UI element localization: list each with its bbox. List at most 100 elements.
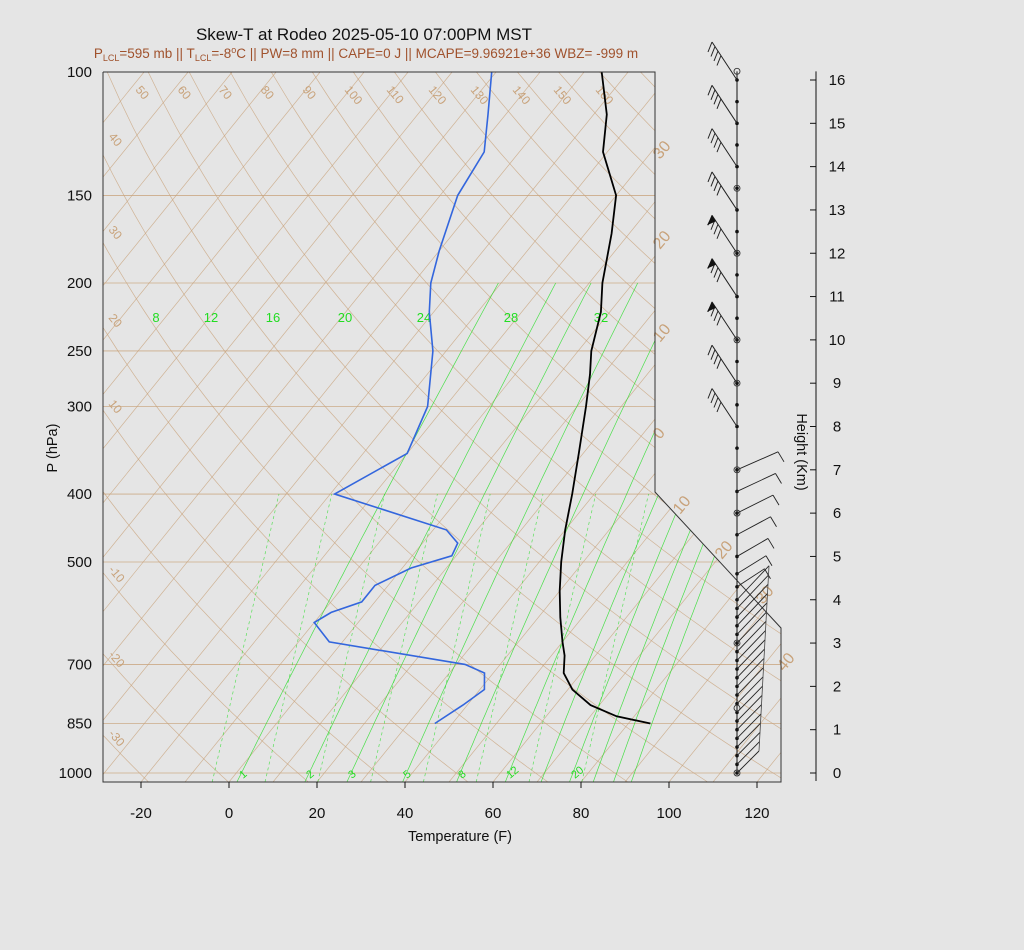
height-tick-label: 3	[833, 635, 841, 652]
height-tick-label: 9	[833, 375, 841, 392]
mixing-ratio-line	[628, 282, 781, 782]
x-tick-label: 60	[485, 805, 502, 822]
wind-barb-feather	[713, 267, 719, 278]
wind-barb-feather	[713, 310, 719, 322]
wind-barb-feather	[710, 349, 716, 360]
isotherm-right-label: 10	[670, 493, 695, 518]
dry-adiabat	[103, 72, 476, 782]
wind-dot	[735, 273, 739, 277]
height-tick-label: 6	[833, 505, 841, 522]
isotherm-line	[103, 72, 409, 782]
isotherm-right-label: 0	[650, 425, 669, 443]
p-tick-label: 100	[67, 64, 92, 81]
isotherm-line	[103, 72, 673, 782]
wind-barb-feather	[713, 354, 719, 365]
isotherm-label: 110	[384, 83, 407, 107]
wind-barb-shaft	[736, 538, 769, 557]
theta-label: -30	[106, 727, 128, 750]
wind-barb-feather	[707, 171, 713, 183]
isotherm-line	[103, 72, 497, 782]
mixing-ratio-line	[590, 282, 781, 782]
dry-adiabat	[103, 72, 155, 782]
dry-adiabat	[681, 72, 781, 782]
wind-barb-shaft	[736, 713, 762, 739]
mixing-ratio-line	[233, 282, 499, 782]
isotherm-label: 100	[342, 83, 366, 108]
cape-value: 0 J	[383, 46, 401, 61]
mixing-ratio-line	[301, 282, 557, 782]
isotherm-right-label: 20	[712, 538, 737, 563]
isotherm-line	[184, 72, 761, 782]
dry-adiabat	[103, 72, 637, 782]
wind-barb-feather	[770, 516, 777, 528]
dry-adiabat	[103, 72, 717, 782]
isotherm-line	[845, 72, 1024, 782]
isotherm-label: 90	[300, 83, 320, 102]
mixing-ratio-label: 8	[456, 768, 468, 781]
isotherm-line	[977, 72, 1024, 782]
wind-ring-marker	[733, 509, 741, 517]
isotherm-line	[103, 72, 189, 782]
wind-ring-marker	[733, 336, 741, 344]
moist-adiabat	[210, 493, 280, 782]
dry-adiabat	[435, 72, 781, 782]
wind-dot	[735, 99, 739, 104]
wind-barb-feather	[713, 50, 719, 62]
wind-barb-feather	[713, 397, 719, 408]
background-lines	[103, 72, 1024, 782]
x-tick-label: 0	[225, 805, 233, 822]
dry-adiabat	[312, 72, 781, 782]
wind-ring-marker	[733, 466, 741, 474]
mixing-ratio-line	[566, 282, 777, 782]
wind-barb-feather	[716, 315, 722, 326]
p-tick-label: 850	[67, 716, 92, 733]
wind-barb-feather	[710, 392, 716, 404]
wind-barb-feather	[713, 224, 719, 235]
wind-hodograph	[758, 565, 770, 752]
mixing-ratio-label: 8	[152, 310, 159, 325]
dry-adiabat	[229, 72, 781, 782]
wind-barb-shaft	[736, 695, 763, 722]
isotherm-right-label: 20	[650, 228, 675, 253]
isotherm-line	[624, 72, 781, 782]
mixing-ratio-label: 24	[417, 310, 431, 325]
height-tick-label: 0	[833, 765, 841, 782]
wind-barb-feather	[707, 128, 713, 139]
isotherm-line	[580, 72, 781, 782]
height-tick-label: 16	[829, 72, 846, 89]
wind-barb-feather	[710, 89, 716, 100]
wind-barb-shaft	[736, 583, 769, 618]
dry-adiabat	[103, 72, 236, 782]
x-tick-label: -20	[130, 805, 152, 822]
wind-ring-marker	[733, 67, 741, 75]
mcape-value: 9.96921e+36	[472, 46, 551, 61]
height-tick-label: 11	[829, 289, 845, 306]
wind-barb-shaft	[736, 658, 765, 687]
t-lcl-value: -8	[219, 46, 231, 61]
pw-value: 8 mm	[290, 46, 324, 61]
height-axis-label: Height (Km)	[793, 413, 809, 490]
wind-barb-shaft	[711, 171, 738, 211]
wind-barb-feather	[764, 568, 771, 579]
theta-label: -10	[106, 563, 128, 586]
wind-dot	[735, 403, 739, 407]
dry-adiabat	[722, 72, 781, 782]
wind-barb-shaft	[736, 741, 760, 765]
wind-barbs	[707, 41, 785, 777]
wind-dot	[735, 186, 739, 191]
wbz-value: -999 m	[596, 46, 638, 61]
y-axis-label: P (hPa)	[45, 424, 61, 473]
wind-barb-shaft	[711, 85, 738, 124]
chart-title: Skew-T at Rodeo 2025-05-10 07:00PM MST	[196, 25, 532, 44]
theta-label: 40	[106, 130, 126, 149]
wind-barb-pennant	[707, 301, 716, 312]
p-tick-label: 300	[67, 398, 92, 415]
height-tick-label: 10	[829, 332, 846, 349]
wind-ring-marker	[733, 379, 741, 387]
x-tick-label: 80	[573, 805, 590, 822]
isotherm-line	[933, 72, 1024, 782]
wind-barb-pennant	[707, 258, 716, 269]
moist-adiabat	[421, 493, 491, 782]
